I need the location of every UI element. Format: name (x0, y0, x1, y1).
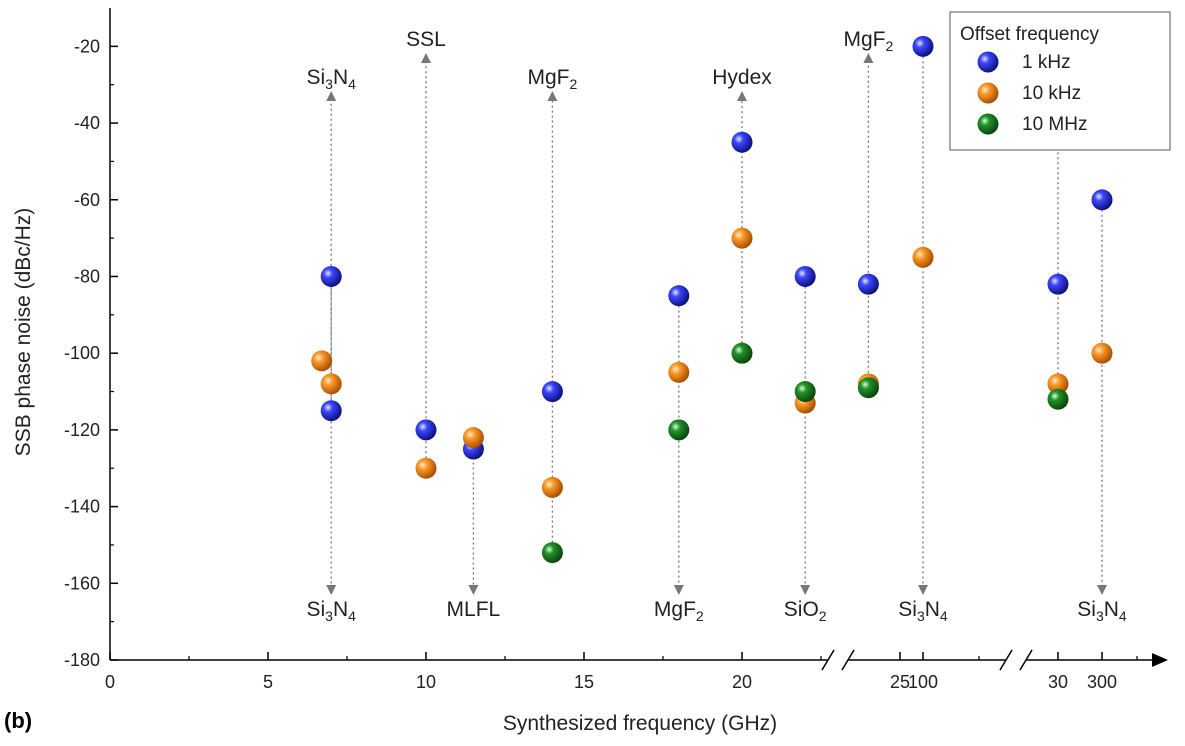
data-point (415, 457, 437, 479)
data-point (1047, 273, 1069, 295)
data-point (320, 400, 342, 422)
data-point (912, 246, 934, 268)
data-point (857, 377, 879, 399)
data-point (857, 273, 879, 295)
y-tick-label: -160 (64, 573, 100, 593)
data-point (462, 427, 484, 449)
y-tick-label: -20 (74, 36, 100, 56)
data-point (415, 419, 437, 441)
material-label-bottom: Si3N4 (1077, 598, 1127, 624)
material-label-bottom: Si3N4 (306, 598, 356, 624)
y-tick-label: -40 (74, 113, 100, 133)
data-point (541, 381, 563, 403)
data-point (1047, 388, 1069, 410)
x-tick-label: 300 (1087, 672, 1117, 692)
legend-title: Offset frequency (960, 24, 1100, 45)
material-label-bottom: MLFL (447, 598, 501, 621)
data-point (541, 542, 563, 564)
legend-marker (977, 82, 999, 104)
data-point (1091, 189, 1113, 211)
y-tick-label: -140 (64, 497, 100, 517)
y-tick-label: -120 (64, 420, 100, 440)
material-label-top: Si3N4 (306, 66, 356, 92)
material-label-bottom: SiO2 (784, 598, 827, 624)
x-axis-title: Synthesized frequency (GHz) (503, 712, 777, 735)
data-point (731, 131, 753, 153)
data-point (731, 227, 753, 249)
material-label-top: SSL (406, 28, 446, 51)
data-point (1047, 373, 1069, 395)
data-point (311, 350, 333, 372)
y-tick-label: -80 (74, 266, 100, 286)
axes: -180 -160 -140 -120 -100 -80 -60 -40 -20 0 5 10 15 20… (64, 8, 1168, 692)
x-tick-label: 15 (574, 672, 594, 692)
x-tick-label: 100 (908, 672, 938, 692)
axis-break-mark (821, 649, 835, 671)
legend-label: 10 MHz (1022, 114, 1087, 135)
data-point (541, 476, 563, 498)
x-tick-label: 20 (732, 672, 752, 692)
material-label-top: Hydex (712, 66, 772, 89)
legend: Offset frequency 1 kHz 10 kHz 10 MHz (949, 11, 1171, 151)
y-tick-label: -100 (64, 343, 100, 363)
data-point (794, 265, 816, 287)
legend-label: 10 kHz (1022, 83, 1081, 104)
data-points (311, 35, 1113, 564)
data-point (668, 419, 690, 441)
legend-marker (977, 113, 999, 135)
data-point (320, 373, 342, 395)
data-point (668, 361, 690, 383)
x-tick-label: 5 (263, 672, 273, 692)
data-point (1091, 342, 1113, 364)
data-point (794, 381, 816, 403)
x-tick-label: 10 (416, 672, 436, 692)
axis-break-mark (999, 649, 1013, 671)
data-point (320, 265, 342, 287)
legend-label: 1 kHz (1022, 52, 1071, 73)
axis-break-mark (1019, 649, 1033, 671)
material-label-top: MgF2 (844, 28, 894, 54)
material-label-bottom: Si3N4 (898, 598, 948, 624)
material-label-bottom: MgF2 (654, 598, 704, 624)
data-point (731, 342, 753, 364)
data-point (912, 35, 934, 57)
material-labels: Si3N4Si3N4SSLMLFLMgF2MgF2HydexSiO2MgF2Mg… (306, 28, 1127, 624)
y-axis-title: SSB phase noise (dBc/Hz) (12, 208, 35, 457)
legend-marker (977, 51, 999, 73)
x-tick-label: 0 (105, 672, 115, 692)
data-point (668, 285, 690, 307)
y-tick-label: -180 (64, 650, 100, 670)
axis-break-mark (841, 649, 855, 671)
y-tick-label: -60 (74, 190, 100, 210)
x-tick-label: 30 (1048, 672, 1068, 692)
panel-label: (b) (4, 708, 32, 733)
annotation-arrows (326, 46, 1107, 595)
x-tick-label: 25 (890, 672, 910, 692)
material-label-top: MgF2 (528, 66, 578, 92)
